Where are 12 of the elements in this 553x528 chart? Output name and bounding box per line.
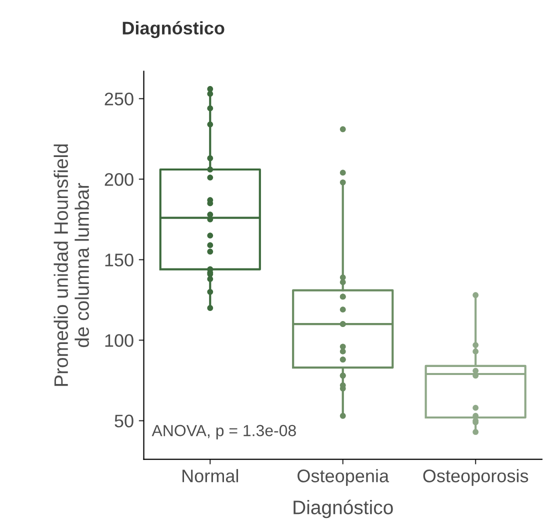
x-axis-title: Diagnóstico — [294, 500, 393, 518]
x-tick-label: Osteopenia — [298, 469, 390, 486]
y-tick-label: 100 — [105, 334, 134, 347]
y-tick-label: 150 — [105, 254, 134, 266]
chart-title: Diagnóstico — [122, 21, 224, 38]
x-tick-label: Normal — [182, 469, 238, 482]
y-axis-title: Promedio unidad Hounsfield de columna lumbar — [54, 144, 89, 386]
y-tick-label: 200 — [104, 173, 134, 186]
annotation: ANOVA, p = 1.3e-08 — [152, 424, 296, 440]
y-tick-label: 250 — [104, 92, 134, 106]
x-tick-label: Osteoporosis — [423, 469, 528, 486]
y-tick-label: 50 — [114, 414, 134, 428]
